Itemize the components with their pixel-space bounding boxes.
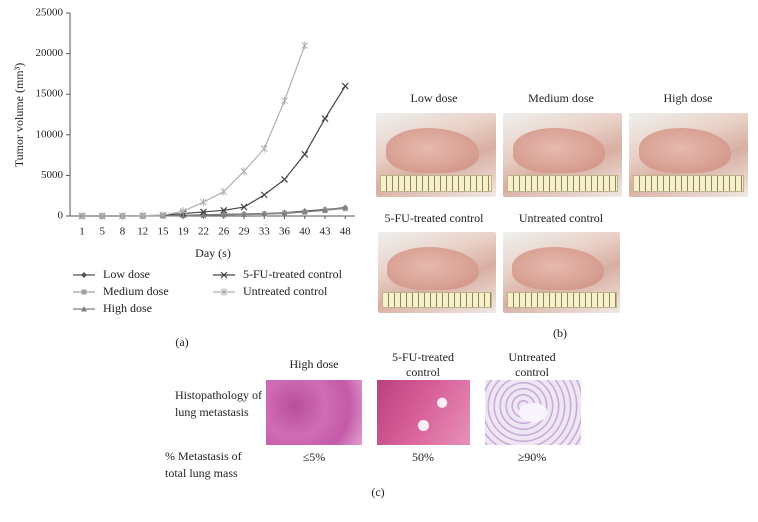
histology-image — [377, 380, 470, 445]
x-tick-label: 36 — [279, 226, 291, 238]
legend-label: Medium dose — [103, 284, 169, 298]
photo-label: High dose — [663, 91, 713, 105]
marker — [342, 204, 349, 210]
row-label: % Metastasis of total lung mass — [165, 449, 242, 480]
marker — [301, 208, 308, 215]
y-tick-label: 10000 — [36, 128, 64, 140]
photo-label: 5-FU-treated control — [384, 211, 484, 225]
marker — [220, 187, 228, 196]
marker — [261, 210, 268, 217]
x-tick-label: 1 — [79, 226, 85, 238]
histology-image — [485, 380, 581, 445]
marker — [139, 211, 147, 220]
y-tick-label: 25000 — [36, 7, 64, 19]
x-tick-label: 15 — [158, 226, 170, 238]
marker — [78, 212, 86, 220]
marker — [220, 271, 228, 279]
marker — [281, 210, 288, 217]
panel-label: (b) — [553, 326, 567, 340]
marker — [281, 176, 288, 183]
marker — [200, 212, 207, 218]
marker — [220, 206, 228, 214]
chart: Tumor volume (mm³) Day (s) 0 5000 10000 150… — [12, 7, 355, 260]
metastasis-value: 50% — [412, 450, 434, 464]
marker — [260, 191, 268, 199]
marker — [81, 306, 87, 312]
photo-label: Low dose — [410, 91, 458, 105]
marker — [200, 208, 207, 216]
x-tick-label: 12 — [137, 226, 148, 238]
marker — [159, 211, 167, 220]
x-tick-label: 26 — [218, 226, 230, 238]
marker — [200, 198, 207, 207]
marker — [301, 41, 309, 50]
panel-label: (c) — [371, 485, 385, 499]
mouse-photo — [378, 232, 496, 313]
mouse-photo — [376, 113, 496, 197]
x-tick-label: 48 — [340, 226, 352, 238]
x-tick-label: 22 — [198, 226, 209, 238]
x-tick-label: 40 — [299, 226, 311, 238]
photo-label: Medium dose — [528, 91, 594, 105]
marker — [321, 115, 329, 122]
x-axis-label: Day (s) — [195, 246, 231, 260]
legend: Low dose Medium dose High dose 5-FU-treated… — [73, 267, 343, 315]
marker — [81, 289, 87, 295]
x-tick-label: 33 — [259, 226, 271, 238]
marker — [180, 212, 187, 219]
legend-label: Untreated control — [243, 284, 328, 298]
x-tick-label: 43 — [320, 226, 332, 238]
marker — [260, 144, 268, 153]
x-tick-label: 19 — [178, 226, 190, 238]
marker — [240, 167, 248, 176]
y-tick-label: 15000 — [36, 88, 64, 100]
mouse-photo — [503, 113, 622, 197]
x-tick-label: 29 — [239, 226, 251, 238]
legend-label: 5-FU-treated control — [243, 267, 343, 281]
marker — [281, 96, 288, 105]
marker — [301, 150, 309, 158]
marker — [98, 212, 106, 220]
marker — [241, 211, 247, 217]
x-tick-label: 5 — [100, 226, 106, 238]
y-tick-label: 0 — [58, 210, 64, 222]
histology-image — [266, 380, 362, 445]
column-header: High dose — [289, 357, 339, 371]
photo-label: Untreated control — [518, 211, 604, 225]
marker — [240, 203, 248, 211]
marker — [81, 272, 87, 278]
metastasis-value: ≥90% — [517, 450, 547, 464]
series-line — [82, 45, 306, 217]
y-axis-label: Tumor volume (mm³) — [12, 63, 26, 168]
y-tick-label: 20000 — [36, 47, 64, 59]
panel-label: (a) — [175, 335, 189, 349]
legend-label: High dose — [103, 301, 152, 315]
marker — [119, 212, 126, 220]
marker — [179, 207, 187, 216]
column-header: Untreated control — [508, 350, 556, 379]
marker — [220, 288, 228, 296]
y-tick-label: 5000 — [41, 169, 64, 181]
x-tick-label: 8 — [120, 226, 126, 238]
legend-label: Low dose — [103, 267, 150, 281]
metastasis-value: ≤5% — [302, 450, 326, 464]
marker — [341, 82, 349, 90]
row-label: Histopathology of lung metastasis — [175, 388, 262, 419]
mouse-photo — [629, 113, 748, 197]
marker — [220, 211, 227, 218]
column-header: 5-FU-treated control — [392, 350, 454, 379]
mouse-photo — [503, 232, 620, 313]
marker — [322, 207, 328, 213]
